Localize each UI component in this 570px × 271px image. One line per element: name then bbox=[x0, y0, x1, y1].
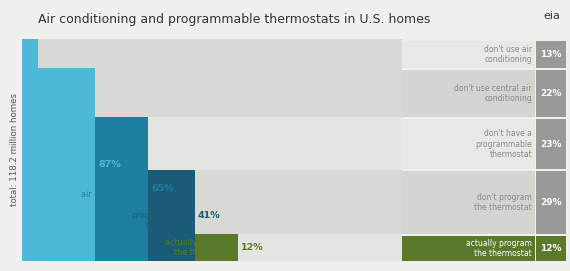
Bar bbox=[38, 39, 402, 261]
Bar bbox=[402, 235, 535, 261]
Text: eia: eia bbox=[544, 11, 560, 21]
Bar bbox=[402, 70, 535, 118]
Text: don't have a
programmable
thermostat: don't have a programmable thermostat bbox=[475, 129, 532, 159]
Text: Air conditioning and programmable thermostats in U.S. homes: Air conditioning and programmable thermo… bbox=[38, 12, 430, 25]
Bar bbox=[195, 234, 238, 261]
Text: 12%: 12% bbox=[540, 244, 562, 253]
Text: 29%: 29% bbox=[540, 198, 562, 207]
Text: 65%: 65% bbox=[151, 184, 173, 193]
Bar bbox=[402, 40, 535, 68]
Text: 22%: 22% bbox=[540, 89, 562, 98]
Bar bbox=[95, 117, 402, 261]
Bar bbox=[95, 117, 148, 261]
Bar bbox=[402, 170, 535, 234]
Text: actually program
the thermostat: actually program the thermostat bbox=[466, 238, 532, 258]
Bar bbox=[148, 170, 195, 261]
Bar bbox=[536, 119, 566, 169]
Text: 23%: 23% bbox=[540, 140, 562, 149]
Text: have a
programmable
thermostat: have a programmable thermostat bbox=[131, 201, 191, 230]
Bar bbox=[148, 170, 402, 261]
Text: 41%: 41% bbox=[198, 211, 221, 220]
Bar bbox=[38, 68, 95, 261]
Text: actually program
the thermostat: actually program the thermostat bbox=[165, 238, 234, 257]
Bar bbox=[402, 119, 535, 169]
Text: 13%: 13% bbox=[540, 50, 562, 59]
Text: 12%: 12% bbox=[241, 243, 263, 252]
Text: don't use central air
conditioning: don't use central air conditioning bbox=[454, 84, 532, 103]
Text: don't program
the thermostat: don't program the thermostat bbox=[474, 193, 532, 212]
Bar bbox=[22, 39, 38, 261]
Text: don't use air
conditioning: don't use air conditioning bbox=[484, 45, 532, 64]
Text: use central
air conditioning: use central air conditioning bbox=[82, 179, 144, 199]
Text: total: 118.2 million homes: total: 118.2 million homes bbox=[10, 93, 19, 207]
Text: 87%: 87% bbox=[98, 160, 121, 169]
Bar bbox=[536, 170, 566, 234]
Bar bbox=[536, 235, 566, 261]
Bar bbox=[536, 70, 566, 118]
Text: use air
conditioning: use air conditioning bbox=[42, 155, 91, 174]
Bar bbox=[195, 234, 402, 261]
Bar bbox=[536, 40, 566, 68]
